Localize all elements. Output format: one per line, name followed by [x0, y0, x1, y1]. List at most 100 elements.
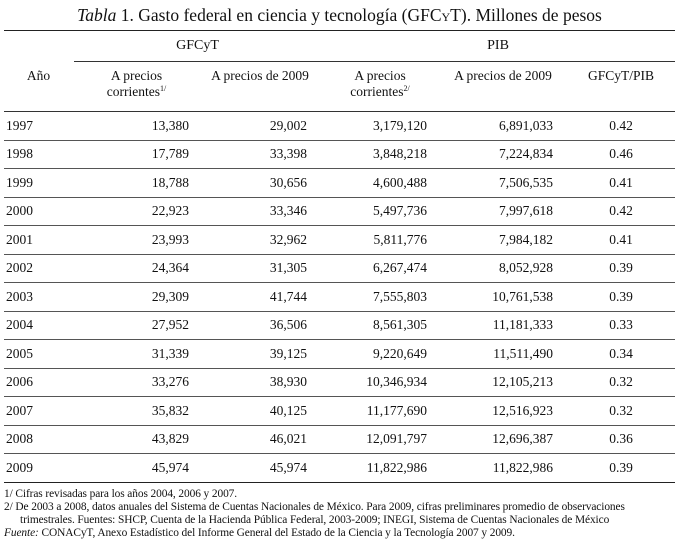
- title-text-after: ). Millones de pesos: [460, 5, 602, 25]
- table-row: 2002 24,364 31,305 6,267,474 8,052,928 0.39: [4, 254, 676, 283]
- column-header-ratio: GFCyT/PIB: [588, 68, 655, 83]
- cell-pib-current: 11,177,690: [366, 402, 428, 418]
- cell-year: 2001: [6, 231, 33, 247]
- title-abbreviation: GFCyT: [407, 5, 461, 25]
- cell-pib-2009: 7,997,618: [499, 203, 554, 219]
- cell-ratio: 0.42: [609, 203, 633, 219]
- column-header-gfcyt-2009: A precios de 2009: [211, 68, 309, 83]
- cell-pib-2009: 12,105,213: [492, 374, 554, 390]
- cell-pib-2009: 7,506,535: [499, 174, 554, 190]
- cell-pib-2009: 12,516,923: [492, 402, 554, 418]
- footnote-ref-2: 2/: [403, 84, 410, 93]
- table-row: 2005 31,339 39,125 9,220,649 11,511,490 0.34: [4, 340, 676, 368]
- cell-year: 2002: [6, 260, 33, 276]
- cell-gfcyt-2009: 39,125: [269, 345, 308, 361]
- cell-gfcyt-2009: 30,656: [269, 174, 308, 190]
- table-body: 1997 13,380 29,002 3,179,120 6,891,033 0.42 19…: [4, 112, 676, 482]
- footnote-1: 1/ Cifras revisadas para los años 2004, …: [4, 487, 238, 500]
- table-row: 2003 29,309 41,744 7,555,803 10,761,538 0.39: [4, 283, 676, 311]
- source-label: Fuente:: [4, 527, 39, 540]
- group-header-gfcyt: GFCyT: [74, 30, 322, 62]
- column-header-year: Año: [26, 67, 51, 83]
- cell-year: 2007: [6, 402, 33, 418]
- cell-year: 2006: [6, 374, 33, 390]
- table-label: Tabla: [77, 5, 117, 25]
- column-header-pib-current-line1: A precios: [354, 68, 406, 83]
- cell-year: 2008: [6, 431, 33, 447]
- column-header-gfcyt-current-line2: corrientes: [106, 84, 160, 99]
- cell-pib-2009: 10,761,538: [492, 288, 554, 304]
- cell-year: 2003: [6, 288, 33, 304]
- cell-pib-current: 8,561,305: [373, 317, 428, 333]
- table-row: 2007 35,832 40,125 11,177,690 12,516,923 0.32: [4, 397, 676, 425]
- cell-pib-current: 3,179,120: [373, 117, 428, 133]
- cell-pib-current: 7,555,803: [373, 288, 428, 304]
- cell-gfcyt-current: 23,993: [151, 231, 189, 247]
- cell-ratio: 0.41: [609, 231, 633, 247]
- cell-gfcyt-current: 24,364: [151, 260, 189, 276]
- cell-gfcyt-2009: 38,930: [269, 374, 308, 390]
- cell-gfcyt-2009: 32,962: [269, 231, 308, 247]
- cell-pib-2009: 8,052,928: [499, 260, 554, 276]
- cell-gfcyt-current: 43,829: [151, 431, 189, 447]
- cell-pib-current: 10,346,934: [366, 374, 428, 390]
- cell-year: 2004: [6, 317, 33, 333]
- cell-ratio: 0.34: [609, 345, 633, 361]
- source-text: CONACyT, Anexo Estadístico del Informe G…: [41, 527, 515, 540]
- cell-pib-2009: 7,984,182: [499, 231, 554, 247]
- table-row: 2004 27,952 36,506 8,561,305 11,181,333 0.33: [4, 311, 676, 340]
- table-number: 1.: [120, 5, 134, 25]
- cell-pib-current: 9,220,649: [373, 345, 428, 361]
- cell-gfcyt-current: 17,789: [151, 146, 189, 162]
- cell-year: 1999: [6, 174, 33, 190]
- cell-year: 1997: [6, 117, 33, 133]
- cell-pib-current: 6,267,474: [373, 260, 428, 276]
- cell-gfcyt-2009: 46,021: [269, 431, 308, 447]
- cell-ratio: 0.36: [609, 431, 633, 447]
- cell-gfcyt-current: 31,339: [151, 345, 189, 361]
- column-header-row: Año A precios corrientes1/ A precios de 2…: [4, 62, 676, 112]
- column-header-pib-current: A precios corrientes2/: [321, 62, 439, 112]
- footnote-ref-1: 1/: [160, 84, 167, 93]
- footnote-2: 2/ De 2003 a 2008, datos anuales del Sis…: [4, 500, 625, 526]
- data-table: GFCyT PIB Año A precios corrientes1/ A pr…: [4, 30, 676, 483]
- cell-gfcyt-2009: 36,506: [269, 317, 308, 333]
- cell-pib-2009: 12,696,387: [492, 431, 554, 447]
- cell-ratio: 0.46: [609, 146, 633, 162]
- title-text-before: Gasto federal en ciencia y tecnología (: [138, 5, 408, 25]
- cell-pib-current: 5,497,736: [373, 203, 428, 219]
- group-header-row: GFCyT PIB: [4, 30, 676, 62]
- table-row: 1998 17,789 33,398 3,848,218 7,224,834 0.46: [4, 140, 676, 169]
- column-header-pib-2009: A precios de 2009: [454, 68, 552, 83]
- cell-gfcyt-current: 22,923: [151, 203, 189, 219]
- column-header-pib-current-line2: corrientes: [350, 84, 404, 99]
- table-row: 1999 18,788 30,656 4,600,488 7,506,535 0.41: [4, 169, 676, 197]
- cell-gfcyt-current: 33,276: [151, 374, 189, 390]
- cell-ratio: 0.32: [609, 374, 633, 390]
- cell-gfcyt-2009: 29,002: [269, 117, 308, 133]
- column-header-gfcyt-current-line1: A precios: [110, 68, 163, 83]
- table-row: 2000 22,923 33,346 5,497,736 7,997,618 0.42: [4, 197, 676, 226]
- cell-pib-2009: 6,891,033: [499, 117, 554, 133]
- cell-ratio: 0.33: [609, 317, 633, 333]
- group-header-empty: [4, 30, 74, 62]
- cell-ratio: 0.32: [609, 402, 633, 418]
- cell-gfcyt-2009: 33,346: [269, 203, 308, 219]
- cell-pib-2009: 11,181,333: [492, 317, 554, 333]
- group-header-pib: PIB: [321, 30, 676, 62]
- cell-pib-2009: 7,224,834: [499, 146, 554, 162]
- table-row: 2001 23,993 32,962 5,811,776 7,984,182 0.41: [4, 226, 676, 254]
- cell-pib-current: 11,822,986: [366, 459, 428, 475]
- cell-pib-current: 3,848,218: [373, 146, 428, 162]
- cell-pib-current: 4,600,488: [373, 174, 428, 190]
- table-row: 2009 45,974 45,974 11,822,986 11,822,986 0.39: [4, 454, 676, 482]
- cell-gfcyt-current: 27,952: [151, 317, 189, 333]
- cell-ratio: 0.39: [609, 260, 633, 276]
- cell-gfcyt-2009: 33,398: [269, 146, 308, 162]
- cell-year: 1998: [6, 146, 33, 162]
- table-row: 2006 33,276 38,930 10,346,934 12,105,213 0.32: [4, 368, 676, 397]
- cell-gfcyt-2009: 31,305: [269, 260, 308, 276]
- cell-ratio: 0.39: [609, 459, 633, 475]
- cell-pib-2009: 11,822,986: [492, 459, 554, 475]
- cell-pib-2009: 11,511,490: [493, 345, 554, 361]
